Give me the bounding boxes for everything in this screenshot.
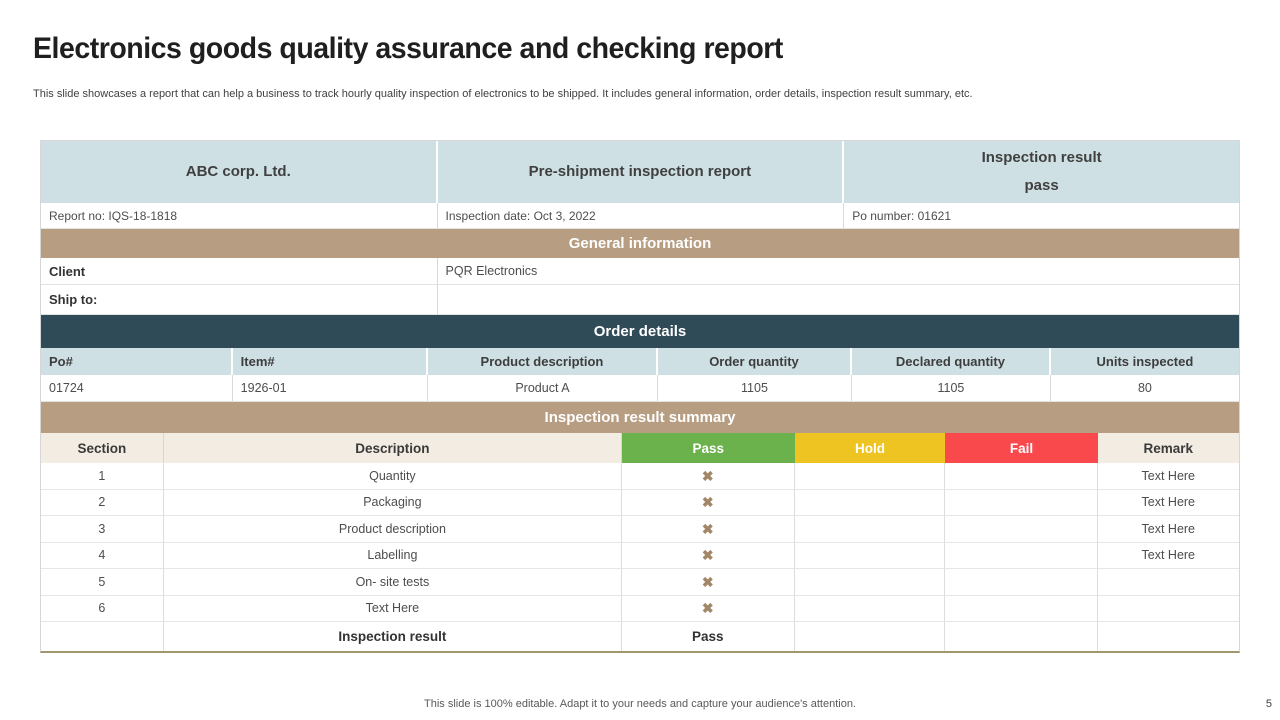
summary-fail xyxy=(945,516,1098,542)
general-information-band: General information xyxy=(41,229,1239,258)
result-section-empty xyxy=(41,622,164,651)
inspection-summary-band: Inspection result summary xyxy=(41,402,1239,433)
summary-remark xyxy=(1098,596,1239,622)
order-item-value: 1926-01 xyxy=(233,375,428,401)
col-hold: Hold xyxy=(794,433,946,463)
order-po-value: 01724 xyxy=(41,375,233,401)
summary-row: 2 Packaging ✖ Text Here xyxy=(41,489,1239,516)
result-label: Inspection result xyxy=(164,622,623,651)
summary-section: 4 xyxy=(41,542,164,568)
summary-fail xyxy=(945,542,1098,568)
order-declared-value: 1105 xyxy=(852,375,1051,401)
summary-row: 4 Labelling ✖ Text Here xyxy=(41,542,1239,569)
report-no: Report no: IQS-18-1818 xyxy=(41,203,438,228)
summary-row: 3 Product description ✖ Text Here xyxy=(41,516,1239,543)
page-subtitle: This slide showcases a report that can h… xyxy=(33,88,973,100)
col-units-inspected: Units inspected xyxy=(1096,354,1194,369)
col-fail: Fail xyxy=(945,433,1098,463)
general-information-title: General information xyxy=(568,235,712,252)
summary-remark: Text Here xyxy=(1141,521,1196,536)
order-details-title: Order details xyxy=(593,323,687,340)
client-value: PQR Electronics xyxy=(445,264,538,278)
x-mark-icon: ✖ xyxy=(701,520,714,537)
client-label: Client xyxy=(41,258,438,284)
col-declared-quantity: Declared quantity xyxy=(852,348,1051,375)
ship-to-value xyxy=(438,285,1239,314)
order-details-data-row: 01724 1926-01 Product A 1105 1105 80 xyxy=(41,375,1239,402)
inspection-result-row: Inspection result Pass xyxy=(41,622,1239,651)
summary-hold xyxy=(795,463,946,489)
col-description: Description xyxy=(164,433,623,463)
inspection-result-header: Inspection result pass xyxy=(844,141,1239,203)
order-details-header-row: Po# Item# Product description Order quan… xyxy=(41,348,1239,375)
col-po: Po# xyxy=(41,348,233,375)
result-hold-empty xyxy=(795,622,946,651)
summary-hold xyxy=(795,516,946,542)
summary-fail xyxy=(945,595,1098,621)
summary-fail xyxy=(945,489,1098,515)
summary-remark: Text Here xyxy=(1141,548,1196,563)
page-title: Electronics goods quality assurance and … xyxy=(33,32,783,65)
order-quantity-value: 1105 xyxy=(658,375,853,401)
client-row: Client PQR Electronics xyxy=(41,258,1239,285)
col-section: Section xyxy=(41,433,164,463)
summary-description: Text Here xyxy=(164,595,623,621)
col-order-quantity: Order quantity xyxy=(658,348,853,375)
col-product-description: Product description xyxy=(428,348,658,375)
company-name-text: ABC corp. Ltd. xyxy=(185,162,291,180)
result-fail-empty xyxy=(945,622,1098,651)
summary-header-row: Section Description Pass Hold Fail Remar… xyxy=(41,433,1239,463)
summary-hold xyxy=(795,489,946,515)
summary-hold xyxy=(795,569,946,595)
result-value: Pass xyxy=(622,622,795,651)
inspection-date: Inspection date: Oct 3, 2022 xyxy=(438,203,845,228)
x-mark-icon: ✖ xyxy=(701,547,714,564)
order-product-value: Product A xyxy=(428,375,658,401)
order-units-value: 80 xyxy=(1137,381,1152,395)
report-meta-row: Report no: IQS-18-1818 Inspection date: … xyxy=(41,203,1239,229)
result-remark-empty xyxy=(1098,622,1239,651)
summary-remark xyxy=(1098,569,1239,595)
page-number: 5 xyxy=(1265,698,1272,710)
summary-section: 3 xyxy=(41,516,164,542)
summary-fail xyxy=(945,569,1098,595)
report-header-row: ABC corp. Ltd. Pre-shipment inspection r… xyxy=(41,141,1239,203)
footer-note: This slide is 100% editable. Adapt it to… xyxy=(424,698,856,710)
summary-fail xyxy=(945,463,1098,489)
inspection-result-value: pass xyxy=(1024,177,1059,194)
summary-section: 6 xyxy=(41,595,164,621)
x-mark-icon: ✖ xyxy=(701,573,714,590)
summary-section: 5 xyxy=(41,569,164,595)
col-pass: Pass xyxy=(622,433,795,463)
summary-remark: Text Here xyxy=(1141,495,1196,510)
x-mark-icon: ✖ xyxy=(701,600,714,617)
report-type: Pre-shipment inspection report xyxy=(438,141,845,203)
summary-hold xyxy=(795,542,946,568)
summary-row: 5 On- site tests ✖ xyxy=(41,569,1239,596)
x-mark-icon: ✖ xyxy=(701,467,714,484)
summary-description: Product description xyxy=(164,516,623,542)
inspection-result-label: Inspection result xyxy=(981,148,1102,166)
summary-description: On- site tests xyxy=(164,569,623,595)
summary-row: 1 Quantity ✖ Text Here xyxy=(41,463,1239,490)
inspection-summary-title: Inspection result summary xyxy=(544,409,736,426)
ship-to-row: Ship to: xyxy=(41,285,1239,315)
summary-description: Quantity xyxy=(164,463,623,489)
col-remark: Remark xyxy=(1143,440,1194,456)
x-mark-icon: ✖ xyxy=(701,494,714,511)
order-details-band: Order details xyxy=(41,315,1239,348)
inspection-report-table: ABC corp. Ltd. Pre-shipment inspection r… xyxy=(40,140,1240,653)
po-number: Po number: 01621 xyxy=(852,208,951,223)
ship-to-label: Ship to: xyxy=(41,285,438,314)
summary-description: Labelling xyxy=(164,542,623,568)
summary-section: 2 xyxy=(41,489,164,515)
col-item: Item# xyxy=(233,348,428,375)
summary-remark: Text Here xyxy=(1141,468,1196,483)
company-name: ABC corp. Ltd. xyxy=(41,141,438,203)
summary-description: Packaging xyxy=(164,489,623,515)
summary-section: 1 xyxy=(41,463,164,489)
summary-row: 6 Text Here ✖ xyxy=(41,595,1239,622)
summary-hold xyxy=(795,595,946,621)
report-type-text: Pre-shipment inspection report xyxy=(528,162,752,180)
